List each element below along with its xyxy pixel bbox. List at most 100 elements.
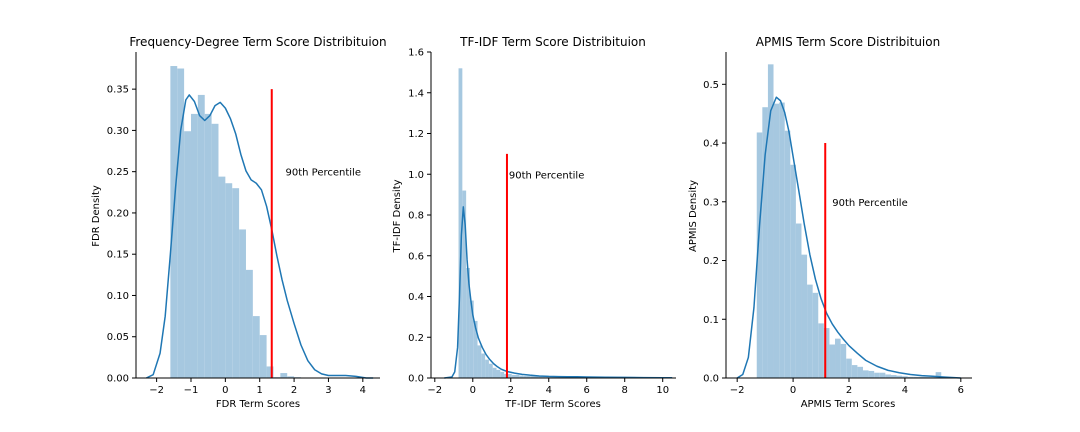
histogram-bar	[507, 373, 512, 378]
histogram-bar	[812, 292, 819, 378]
kde-curve	[444, 206, 673, 379]
histogram-bar	[177, 68, 185, 378]
histogram-bar	[211, 123, 219, 378]
percentile-label: 90th Percentile	[285, 168, 361, 179]
histogram-bar	[500, 371, 505, 378]
histogram-bar	[542, 376, 546, 378]
chart-title: APMIS Term Score Distribituion	[756, 35, 940, 49]
histogram-bar	[225, 183, 233, 378]
x-tick-label: 0	[790, 385, 796, 396]
histogram-bar	[511, 374, 516, 378]
histogram-bar	[458, 68, 463, 379]
panel-apmis: APMIS Term Score Distribituion APMIS Ter…	[688, 35, 972, 410]
histogram-bar	[557, 376, 562, 378]
histogram-bar	[523, 375, 527, 378]
histogram-bar	[913, 376, 919, 378]
histogram-bar	[462, 190, 467, 378]
x-tick-label: 1	[257, 385, 263, 396]
histogram-bar	[469, 300, 474, 378]
x-axis-label: TF-IDF Term Scores	[504, 399, 601, 410]
x-axis-label: APMIS Term Scores	[801, 399, 896, 410]
histogram-bar	[492, 367, 497, 378]
histogram-bar	[762, 107, 768, 379]
histogram-bar	[515, 374, 520, 378]
y-tick-label: 0.2	[703, 256, 719, 267]
histogram-bar	[801, 254, 808, 378]
histogram-bar	[184, 131, 191, 378]
histogram-bar	[481, 353, 486, 378]
panel-fdr: Frequency-Degree Term Score Distribituio…	[91, 35, 387, 410]
histogram-bar	[287, 376, 295, 378]
y-tick-label: 0.0	[703, 374, 719, 385]
percentile-label: 90th Percentile	[832, 198, 908, 209]
y-tick-label: 0.30	[107, 126, 129, 137]
histogram-bar	[239, 229, 246, 378]
histogram-bar	[526, 375, 531, 378]
histogram-bar	[245, 269, 253, 378]
histogram-bar	[807, 284, 813, 378]
kde-curve	[145, 94, 374, 379]
x-tick-label: −2	[149, 385, 164, 396]
histogram-bar	[545, 376, 550, 378]
histogram-bar	[896, 375, 903, 378]
x-tick-label: 10	[656, 385, 669, 396]
histogram-bars	[458, 68, 676, 379]
y-tick-label: 1.0	[408, 170, 424, 181]
histogram-bar	[534, 375, 539, 378]
x-tick-label: −2	[730, 385, 745, 396]
y-axis-label: APMIS Density	[688, 180, 699, 252]
y-tick-label: 1.2	[408, 129, 424, 140]
y-tick-label: 0.05	[107, 332, 129, 343]
histogram-bar	[918, 376, 925, 378]
histogram-bar	[232, 188, 240, 378]
y-tick-label: 0.5	[703, 80, 719, 91]
histogram-bars	[756, 64, 959, 379]
x-tick-label: −2	[427, 385, 442, 396]
y-tick-label: 0.3	[703, 197, 719, 208]
histogram-bar	[197, 94, 205, 379]
histogram-bar	[779, 102, 785, 379]
histogram-bar	[823, 328, 830, 378]
x-tick-label: 3	[325, 385, 331, 396]
x-tick-label: 6	[584, 385, 590, 396]
x-tick-label: 0	[470, 385, 476, 396]
histogram-bar	[857, 366, 863, 378]
y-tick-label: 1.6	[408, 48, 424, 59]
x-tick-label: 4	[360, 385, 366, 396]
histogram-bar	[280, 373, 288, 378]
histogram-bar	[259, 335, 267, 378]
histogram-bar	[907, 376, 914, 378]
histogram-bar	[266, 366, 274, 378]
y-tick-label: 0.10	[107, 291, 129, 302]
x-tick-label: −1	[184, 385, 199, 396]
y-tick-label: 0.4	[703, 139, 719, 150]
histogram-bar	[874, 372, 880, 378]
histogram-bar	[784, 130, 791, 378]
histogram-bar	[840, 343, 847, 378]
x-tick-label: 6	[958, 385, 964, 396]
y-tick-label: 0.2	[408, 333, 424, 344]
histogram-bar	[767, 64, 774, 378]
percentile-label: 90th Percentile	[509, 170, 585, 181]
x-tick-label: 2	[291, 385, 297, 396]
histogram-bar	[252, 316, 260, 378]
panel-tfidf: TF-IDF Term Score Distribituion TF-IDF T…	[392, 35, 676, 410]
x-tick-label: 0	[222, 385, 228, 396]
histogram-bar	[795, 223, 802, 378]
histogram-bar	[530, 374, 535, 378]
histogram-bar	[756, 132, 763, 378]
chart-title: TF-IDF Term Score Distribituion	[459, 35, 646, 49]
y-tick-label: 0.35	[107, 85, 129, 96]
y-axis-label: FDR Density	[91, 185, 102, 247]
y-tick-label: 0.4	[408, 292, 424, 303]
y-tick-label: 0.0	[408, 374, 424, 385]
histogram-bar	[890, 375, 897, 378]
histogram-bar	[885, 374, 891, 378]
histogram-bar	[862, 370, 869, 378]
histogram-bar	[488, 363, 493, 378]
y-tick-label: 0.15	[107, 250, 129, 261]
y-tick-label: 1.4	[408, 88, 424, 99]
x-axis-label: FDR Term Scores	[216, 399, 300, 410]
